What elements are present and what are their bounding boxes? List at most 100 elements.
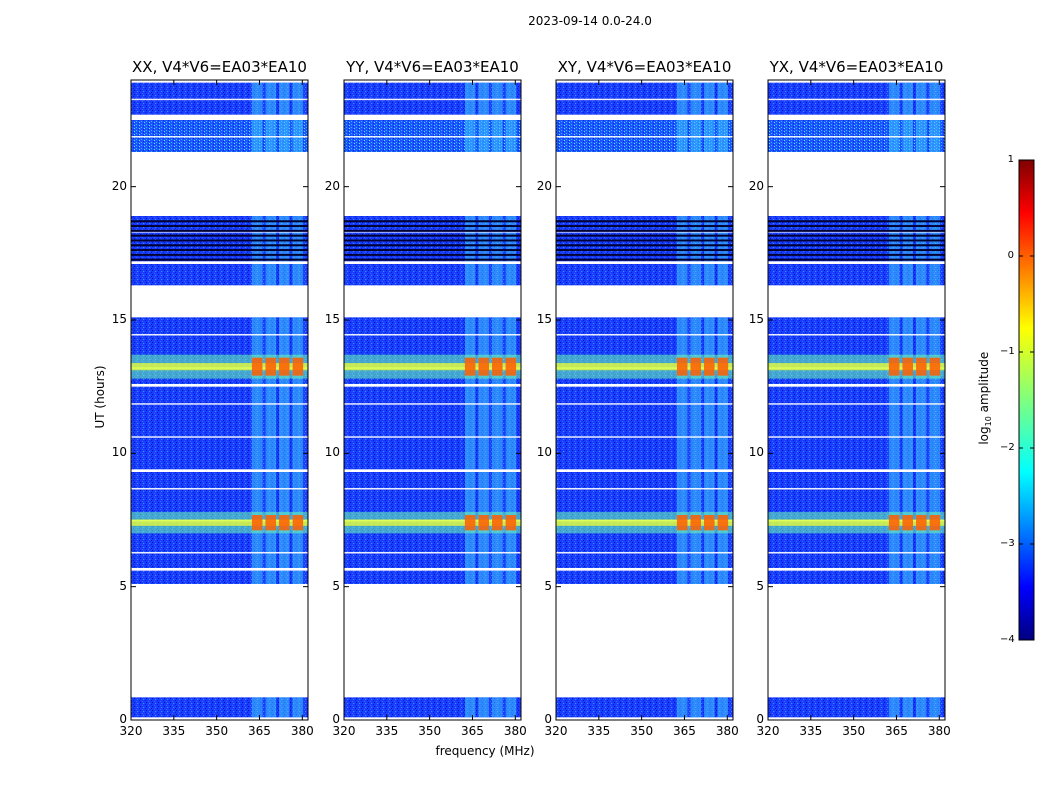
dark-flag-line [344,225,521,228]
rfi-stripe [690,216,702,262]
rfi-stripe [888,216,900,262]
data-segment [556,264,733,286]
figure-title: 2023-09-14 0.0-24.0 [528,14,652,28]
bright-rfi-block [717,515,729,531]
panel-0 [130,79,309,721]
rfi-stripe [505,697,517,718]
dark-flag-line [344,234,521,237]
flag-line [556,488,733,490]
rfi-stripe [690,386,702,470]
y-tick-label: 10 [111,445,127,460]
rfi-stripe [492,317,503,384]
flag-line [556,403,733,405]
panel-title-xy: XY, V4*V6=EA03*EA10 [557,58,732,76]
x-tick-label: 350 [842,724,866,738]
dark-flag-line [556,220,733,223]
bright-rfi-block [929,515,941,531]
bright-rfi-block [704,515,715,531]
rfi-stripe [265,570,277,584]
bright-rfi-block [292,515,304,531]
rfi-stripe [676,317,688,384]
rfi-stripe [902,697,914,718]
y-tick-label: 0 [544,712,552,726]
rfi-stripe [690,264,702,286]
dark-flag-line [344,239,521,242]
bright-rfi-block [265,515,277,531]
dark-flag-line [768,244,945,247]
colorbar-tick-label: −3 [1000,538,1015,549]
flag-line [131,98,308,101]
bright-rfi-block [505,515,517,531]
y-tick-label: 15 [536,312,552,326]
flag-line [556,98,733,101]
dark-flag-line [344,229,521,232]
data-segment [344,264,521,286]
data-segment [131,697,308,718]
flag-line [344,436,521,438]
rfi-stripe [464,697,476,718]
rfi-stripe [929,697,941,718]
x-tick-label: 335 [587,724,611,738]
data-segment [131,264,308,286]
bright-band-core [768,519,945,526]
rfi-stripe [279,570,290,584]
dark-flag-line [556,249,733,252]
bright-band-core [556,519,733,526]
x-tick-label: 335 [799,724,823,738]
dark-flag-line [344,244,521,247]
rfi-stripe [265,317,277,384]
rfi-stripe [690,697,702,718]
panel-title-yx: YX, V4*V6=EA03*EA10 [769,58,944,76]
rfi-stripe [888,570,900,584]
rfi-stripe [704,264,715,286]
rfi-stripe [505,570,517,584]
rfi-stripe [478,264,490,286]
bright-band-core [556,363,733,371]
dark-flag-line [556,258,733,261]
bright-rfi-block [888,515,900,531]
dark-flag-line [131,244,308,247]
colorbar-tick-label: 1 [1007,154,1014,165]
flag-line [131,552,308,554]
rfi-stripe [888,697,900,718]
x-tick-label: 320 [332,724,356,738]
flag-line [344,136,521,138]
data-segment [131,216,308,262]
dark-flag-line [131,234,308,237]
y-tick-label: 20 [536,178,552,193]
rfi-stripe [505,317,517,384]
bright-rfi-block [478,515,490,531]
data-segment [556,216,733,262]
rfi-stripe [888,264,900,286]
x-tick-label: 380 [927,724,951,738]
rfi-stripe [902,264,914,286]
dark-flag-line [131,258,308,261]
y-tick-label: 10 [536,445,552,460]
dark-flag-line [556,225,733,228]
rfi-stripe [902,570,914,584]
x-axis-label: frequency (MHz) [435,744,535,758]
bright-rfi-block [279,515,290,531]
rfi-stripe [717,216,729,262]
flag-line [768,552,945,554]
rfi-stripe [676,697,688,718]
dark-flag-line [768,253,945,256]
bright-rfi-block [279,357,290,376]
rfi-stripe [292,386,304,470]
y-tick-label: 15 [748,312,764,326]
rfi-stripe [916,697,927,718]
x-tick-label: 335 [375,724,399,738]
rfi-stripe [916,317,927,384]
bright-band-core [131,519,308,526]
rfi-stripe [265,386,277,470]
data-segment [768,570,945,584]
rfi-stripe [464,264,476,286]
rfi-stripe [676,386,688,470]
flag-line [768,136,945,138]
flag-line [768,334,945,336]
flag-line [131,436,308,438]
dark-flag-line [556,239,733,242]
bright-rfi-block [492,515,503,531]
bright-rfi-block [492,357,503,376]
